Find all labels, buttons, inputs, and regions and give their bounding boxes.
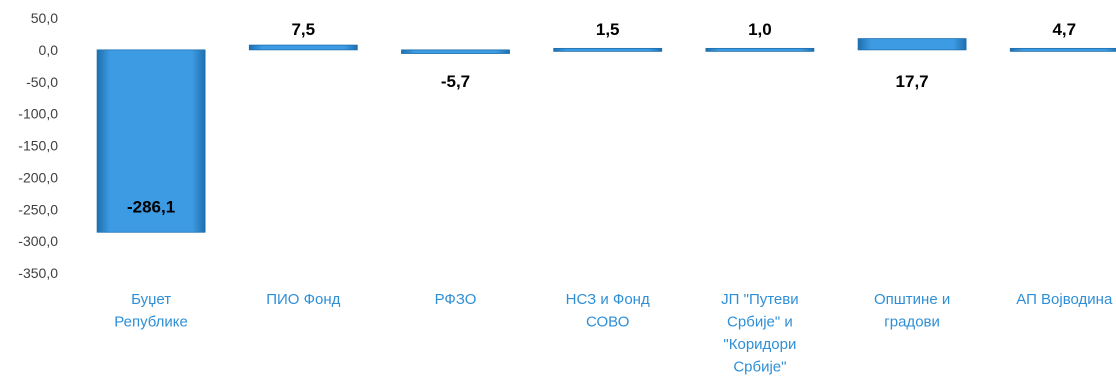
y-axis: 50,0 0,0 -50,0 -100,0 -150,0 -200,0 -250,0 -300…	[18, 10, 58, 281]
y-tick-label: -350,0	[18, 265, 58, 281]
data-label: 4,7	[1052, 20, 1076, 39]
category-label: Општине и градови	[874, 291, 950, 331]
category-labels: Буџет Републике ПИО Фонд РФЗО НСЗ и Фонд СОВО…	[114, 291, 1113, 376]
y-tick-label: -150,0	[18, 138, 58, 154]
data-label: 17,7	[896, 72, 929, 91]
y-tick-label: -100,0	[18, 106, 58, 122]
data-label: -5,7	[441, 72, 470, 91]
data-label: -286,1	[127, 197, 175, 216]
bars	[96, 38, 1116, 233]
data-label: 1,0	[748, 20, 772, 39]
category-label: Буџет Републике	[114, 291, 188, 331]
bar	[1009, 47, 1116, 52]
category-label: НСЗ и Фонд СОВО	[566, 291, 650, 331]
y-tick-label: -250,0	[18, 201, 58, 217]
y-tick-label: -200,0	[18, 169, 58, 185]
category-label: АП Војводина	[1016, 291, 1113, 308]
data-label: 1,5	[596, 20, 620, 39]
category-label: РФЗО	[435, 291, 477, 308]
bar	[857, 38, 967, 51]
category-label: ПИО Фонд	[266, 291, 340, 308]
bar	[248, 44, 358, 51]
bar	[96, 49, 206, 233]
bar	[705, 47, 815, 52]
data-labels: -286,1 7,5 -5,7 1,5 1,0 17,7 4,7	[127, 20, 1076, 217]
bar	[401, 49, 510, 54]
data-label: 7,5	[291, 20, 315, 39]
y-tick-label: 50,0	[31, 10, 58, 26]
y-tick-label: 0,0	[39, 42, 59, 58]
bar	[553, 47, 663, 52]
y-tick-label: -50,0	[26, 74, 58, 90]
y-tick-label: -300,0	[18, 233, 58, 249]
category-label: ЈП "Путеви Србије" и "Коридори Србије"	[721, 291, 798, 376]
